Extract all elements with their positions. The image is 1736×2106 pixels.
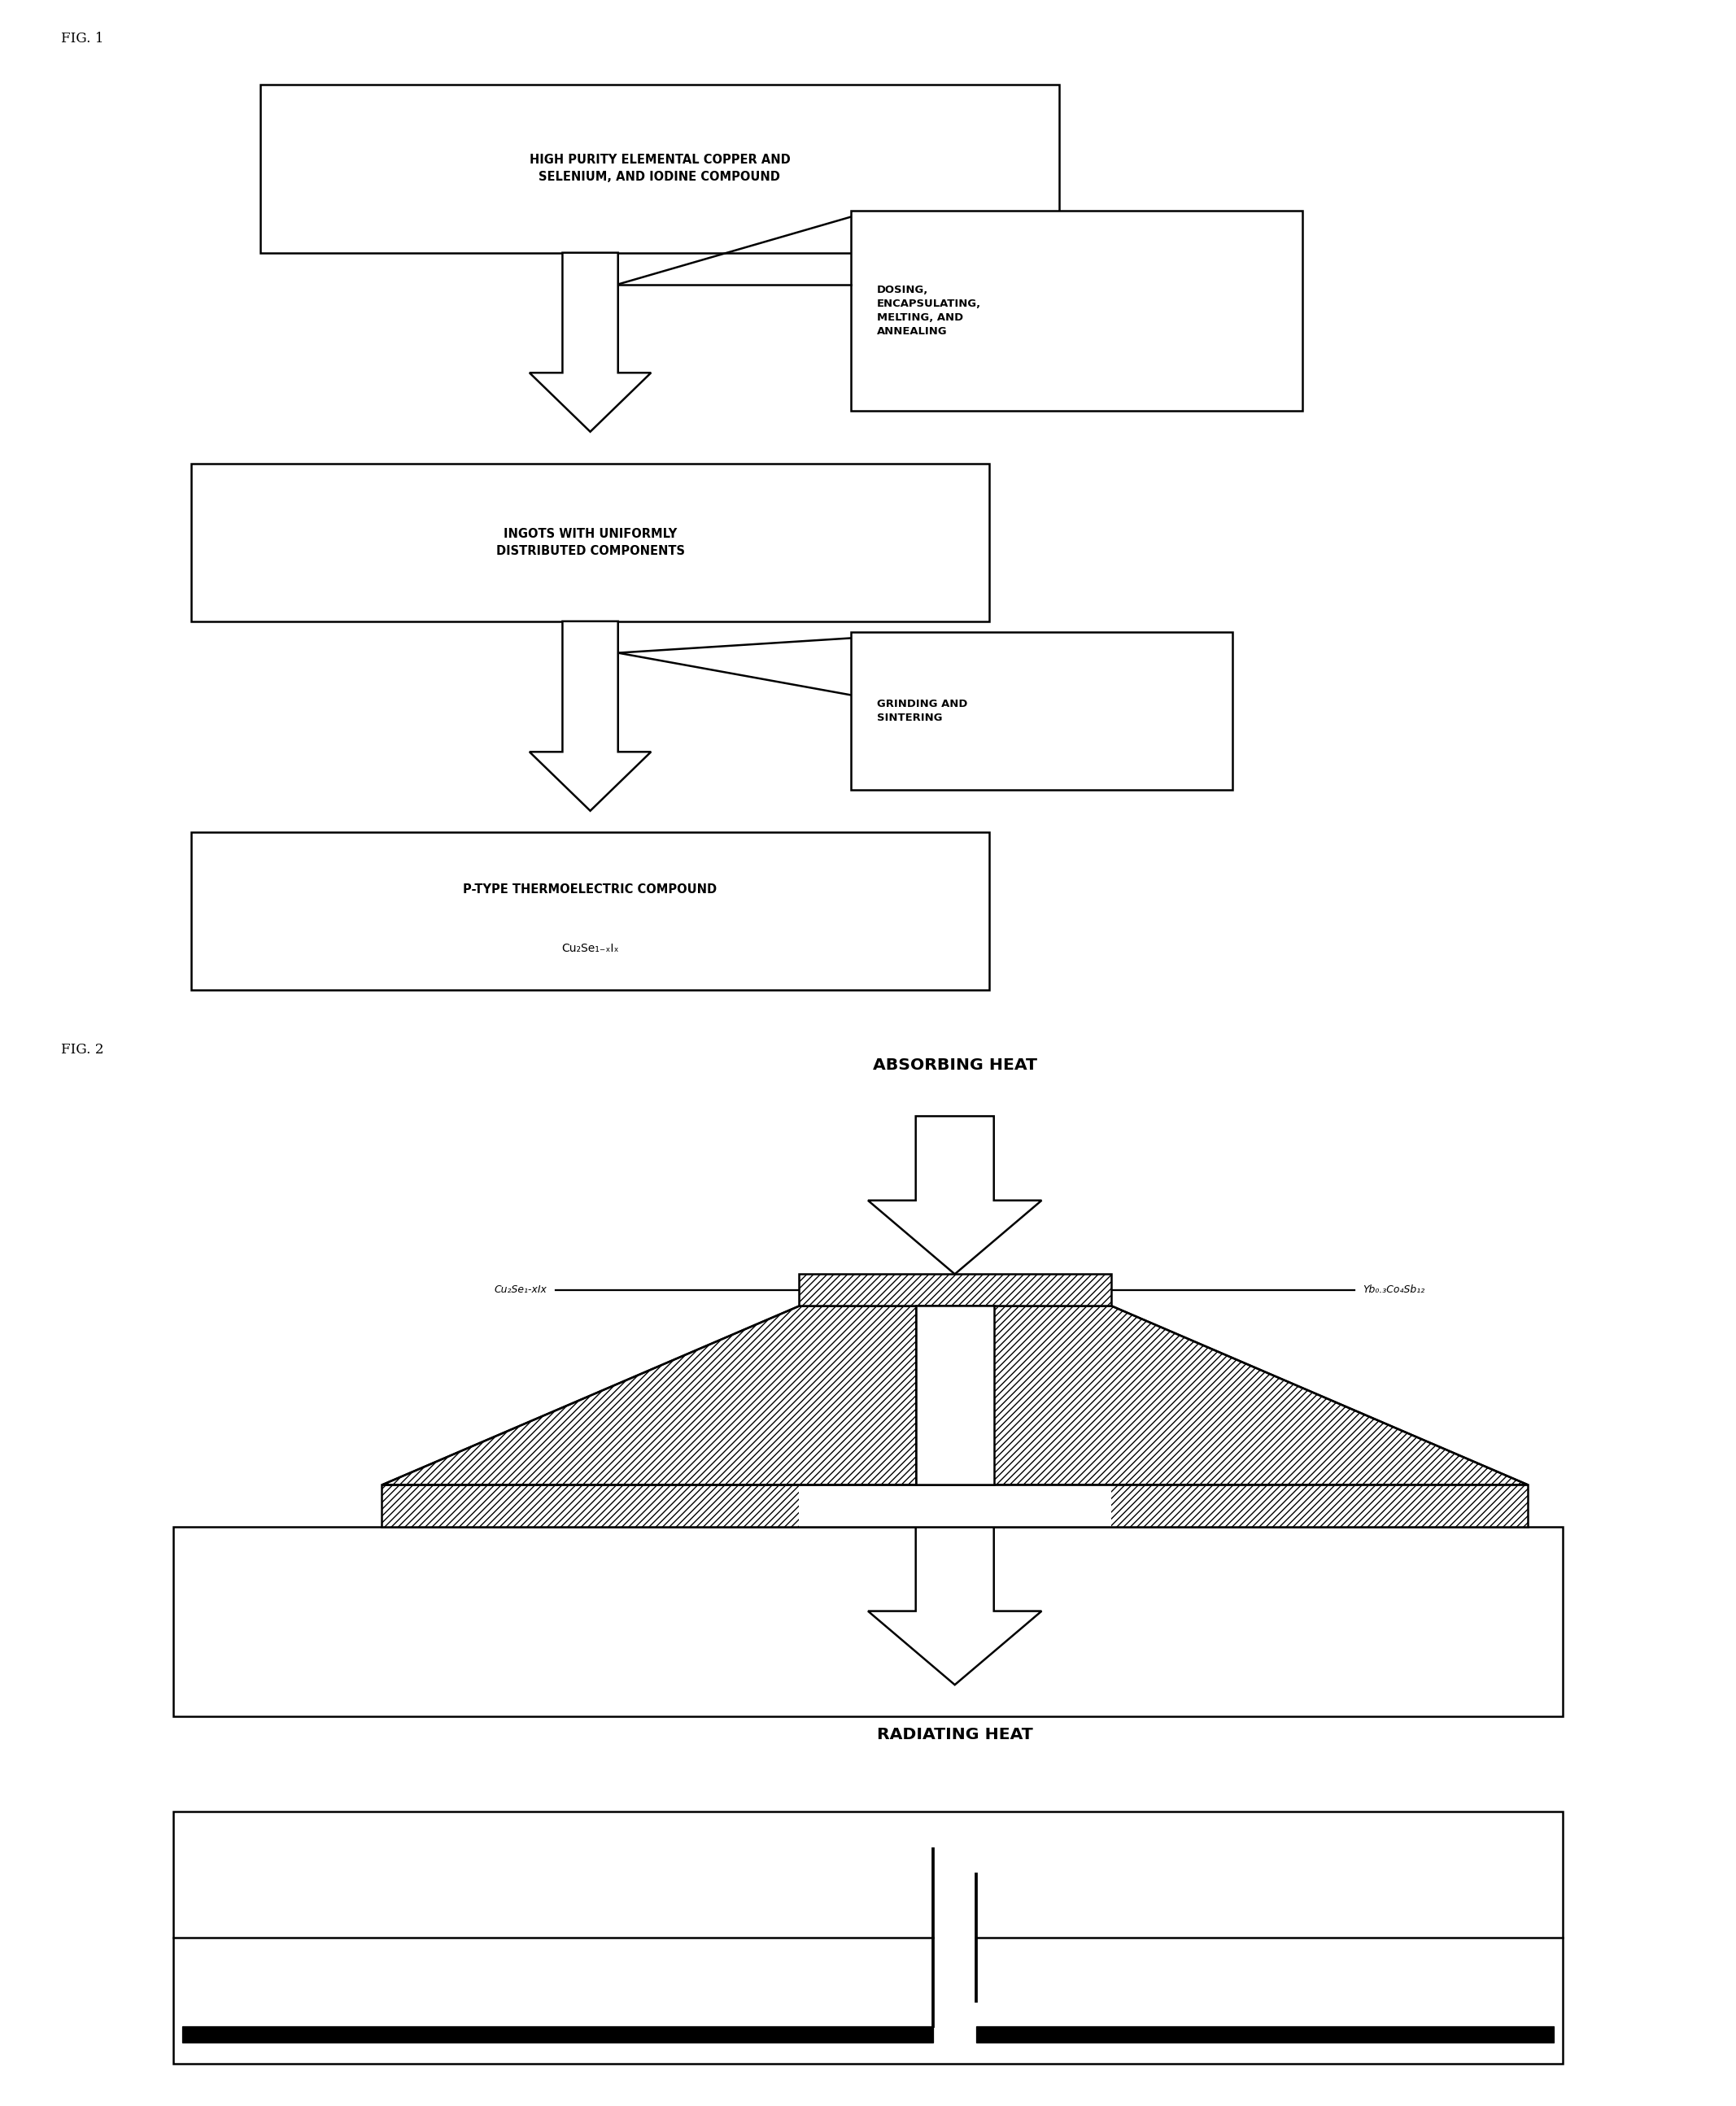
Polygon shape xyxy=(529,253,651,432)
Bar xyxy=(976,2026,1554,2043)
Bar xyxy=(799,1274,1111,1306)
Text: INGOTS WITH UNIFORMLY
DISTRIBUTED COMPONENTS: INGOTS WITH UNIFORMLY DISTRIBUTED COMPON… xyxy=(496,529,684,556)
Bar xyxy=(851,632,1233,790)
Bar xyxy=(799,1274,1111,1306)
Bar xyxy=(182,2026,934,2043)
Polygon shape xyxy=(993,1306,1528,1485)
Text: RADIATING HEAT: RADIATING HEAT xyxy=(877,1727,1033,1742)
Bar xyxy=(851,211,1302,411)
Text: FIG. 1: FIG. 1 xyxy=(61,32,104,46)
Text: P-TYPE THERMOELECTRIC COMPOUND: P-TYPE THERMOELECTRIC COMPOUND xyxy=(464,885,717,895)
Polygon shape xyxy=(868,1527,1042,1685)
Bar xyxy=(191,463,990,621)
Polygon shape xyxy=(382,1306,917,1485)
Text: DOSING,
ENCAPSULATING,
MELTING, AND
ANNEALING: DOSING, ENCAPSULATING, MELTING, AND ANNE… xyxy=(877,284,981,337)
Text: HIGH PURITY ELEMENTAL COPPER AND
SELENIUM, AND IODINE COMPOUND: HIGH PURITY ELEMENTAL COPPER AND SELENIU… xyxy=(529,154,790,183)
Text: ABSORBING HEAT: ABSORBING HEAT xyxy=(873,1057,1036,1072)
Text: Cu₂Se₁₋ₓIₓ: Cu₂Se₁₋ₓIₓ xyxy=(561,943,620,954)
Bar xyxy=(382,1485,1528,1527)
Bar xyxy=(260,84,1059,253)
Text: Yb₀.₃Co₄Sb₁₂: Yb₀.₃Co₄Sb₁₂ xyxy=(1363,1285,1425,1295)
Polygon shape xyxy=(529,621,651,811)
Text: GRINDING AND
SINTERING: GRINDING AND SINTERING xyxy=(877,699,967,722)
Bar xyxy=(174,1811,1562,2064)
Bar xyxy=(1111,1485,1528,1527)
Polygon shape xyxy=(868,1116,1042,1274)
Text: FIG. 2: FIG. 2 xyxy=(61,1042,104,1057)
Bar xyxy=(191,832,990,990)
Bar xyxy=(382,1485,799,1527)
Bar xyxy=(917,1306,993,1485)
Text: Cu₂Se₁-xIx: Cu₂Se₁-xIx xyxy=(495,1285,547,1295)
Bar xyxy=(174,1527,1562,1716)
